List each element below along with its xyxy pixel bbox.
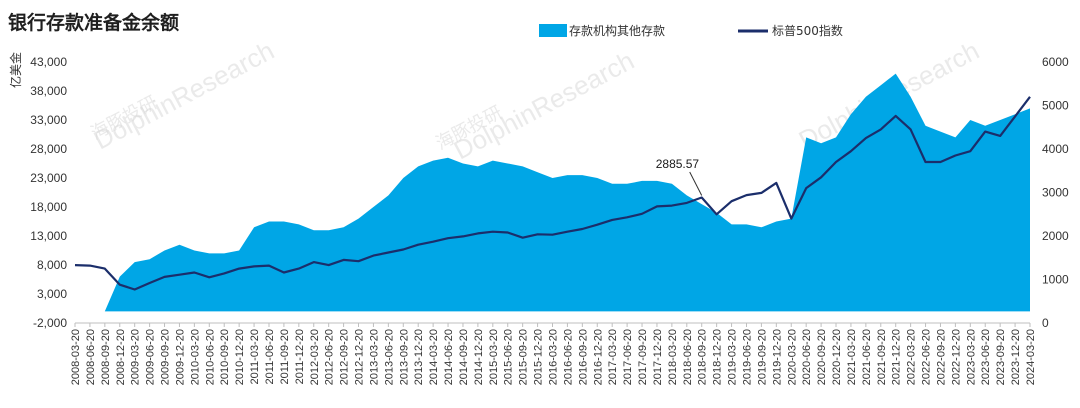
- x-tick-label: 2012-06-20: [324, 329, 336, 385]
- x-tick-label: 2017-12-20: [652, 329, 664, 385]
- x-tick-label: 2011-09-20: [279, 329, 291, 384]
- legend-label-area: 存款机构其他存款: [569, 23, 665, 38]
- x-tick-label: 2022-03-20: [906, 329, 918, 385]
- x-tick-label: 2015-03-20: [488, 329, 500, 385]
- x-tick-label: 2008-09-20: [100, 329, 112, 385]
- x-tick-label: 2008-12-20: [115, 329, 127, 385]
- left-y-tick-label: -2,000: [33, 316, 67, 330]
- x-tick-label: 2012-03-20: [309, 329, 321, 385]
- x-tick-label: 2023-06-20: [980, 329, 992, 385]
- x-tick-label: 2016-12-20: [592, 329, 604, 385]
- x-tick-label: 2018-12-20: [712, 329, 724, 385]
- x-tick-label: 2019-09-20: [756, 329, 768, 385]
- x-tick-label: 2010-09-20: [219, 329, 231, 385]
- x-tick-label: 2021-12-20: [891, 329, 903, 385]
- x-tick-label: 2017-06-20: [622, 329, 634, 385]
- left-y-tick-label: 18,000: [30, 200, 67, 214]
- left-y-tick-label: 8,000: [37, 258, 67, 272]
- x-tick-label: 2010-12-20: [234, 329, 246, 385]
- right-y-tick-label: 5000: [1042, 99, 1069, 113]
- x-tick-label: 2009-09-20: [160, 329, 172, 385]
- x-tick-label: 2010-03-20: [189, 329, 201, 385]
- x-tick-label: 2017-03-20: [607, 329, 619, 385]
- x-tick-label: 2016-03-20: [548, 329, 560, 385]
- x-tick-label: 2016-06-20: [562, 329, 574, 385]
- left-y-tick-label: 43,000: [30, 55, 67, 69]
- x-tick-label: 2013-06-20: [383, 329, 395, 385]
- x-tick-label: 2018-06-20: [682, 329, 694, 385]
- x-tick-label: 2017-09-20: [637, 329, 649, 385]
- right-y-tick-label: 0: [1042, 316, 1049, 330]
- legend-swatch-area: [539, 24, 567, 37]
- x-tick-label: 2015-09-20: [518, 329, 530, 385]
- right-y-tick-label: 2000: [1042, 229, 1069, 243]
- x-tick-label: 2013-12-20: [413, 329, 425, 385]
- left-y-tick-label: 38,000: [30, 84, 67, 98]
- x-tick-label: 2008-06-20: [85, 329, 97, 385]
- x-tick-label: 2024-03-20: [1025, 329, 1037, 385]
- x-tick-label: 2014-12-20: [473, 329, 485, 385]
- x-tick-label: 2023-12-20: [1010, 329, 1022, 385]
- left-axis-unit-label: 亿美金: [8, 52, 23, 88]
- area-series-layer: [75, 73, 1030, 312]
- left-y-tick-label: 3,000: [37, 287, 67, 301]
- x-tick-label: 2015-06-20: [503, 329, 515, 385]
- x-tick-label: 2023-03-20: [965, 329, 977, 385]
- x-tick-label: 2015-12-20: [533, 329, 545, 385]
- line-series-layer: [74, 96, 1031, 291]
- line-series-path: [74, 96, 1031, 291]
- x-tick-label: 2019-12-20: [771, 329, 783, 385]
- x-tick-label: 2014-06-20: [443, 329, 455, 385]
- x-tick-label: 2012-12-20: [354, 329, 366, 385]
- annotation: 2885.57: [656, 157, 703, 196]
- x-tick-label: 2008-03-20: [70, 329, 82, 385]
- x-tick-label: 2010-06-20: [204, 329, 216, 385]
- watermark-brand: DolphinResearch: [449, 45, 639, 165]
- x-tick-label: 2014-03-20: [428, 329, 440, 385]
- annotation-label: 2885.57: [656, 157, 700, 171]
- annotation-leader-line: [689, 171, 703, 196]
- legend-label-line: 标普500指数: [772, 23, 843, 38]
- x-tick-label: 2011-03-20: [249, 329, 261, 384]
- x-tick-label: 2020-12-20: [831, 329, 843, 385]
- x-tick-label: 2019-06-20: [742, 329, 754, 385]
- x-tick-label: 2018-03-20: [667, 329, 679, 385]
- x-tick-label: 2009-03-20: [130, 329, 142, 385]
- x-tick-label: 2009-06-20: [145, 329, 157, 385]
- x-tick-label: 2021-03-20: [846, 329, 858, 385]
- x-tick-label: 2014-09-20: [458, 329, 470, 385]
- axes-layer: -2,000 3,000 8,000 13,000 18,000 23,000 28,000…: [30, 55, 1069, 385]
- x-tick-label: 2022-06-20: [921, 329, 933, 385]
- x-tick-label: 2021-09-20: [876, 329, 888, 385]
- left-y-tick-label: 33,000: [30, 113, 67, 127]
- x-tick-label: 2018-09-20: [697, 329, 709, 385]
- left-y-tick-label: 28,000: [30, 142, 67, 156]
- right-y-tick-label: 3000: [1042, 186, 1069, 200]
- x-tick-label: 2020-03-20: [786, 329, 798, 385]
- x-tick-label: 2016-09-20: [577, 329, 589, 385]
- right-y-tick-label: 1000: [1042, 273, 1069, 287]
- right-y-tick-label: 6000: [1042, 55, 1069, 69]
- legend: 存款机构其他存款 标普500指数: [539, 23, 843, 38]
- x-tick-label: 2019-03-20: [727, 329, 739, 385]
- x-tick-label: 2020-06-20: [801, 329, 813, 385]
- x-tick-label: 2009-12-20: [175, 329, 187, 385]
- x-tick-label: 2011-12-20: [294, 329, 306, 384]
- x-tick-label: 2011-06-20: [264, 329, 276, 384]
- area-series-fill: [75, 73, 1030, 312]
- x-tick-label: 2012-09-20: [339, 329, 351, 385]
- x-tick-label: 2021-06-20: [861, 329, 873, 385]
- x-tick-label: 2022-12-20: [950, 329, 962, 385]
- left-y-tick-label: 23,000: [30, 171, 67, 185]
- x-tick-label: 2013-09-20: [398, 329, 410, 385]
- watermark-brand: DolphinResearch: [89, 35, 279, 155]
- x-tick-label: 2022-09-20: [936, 329, 948, 385]
- x-tick-label: 2020-09-20: [816, 329, 828, 385]
- x-tick-label: 2013-03-20: [368, 329, 380, 385]
- right-y-tick-label: 4000: [1042, 142, 1069, 156]
- x-tick-label: 2023-09-20: [995, 329, 1007, 385]
- left-y-tick-label: 13,000: [30, 229, 67, 243]
- chart-title: 银行存款准备金余额: [8, 12, 180, 34]
